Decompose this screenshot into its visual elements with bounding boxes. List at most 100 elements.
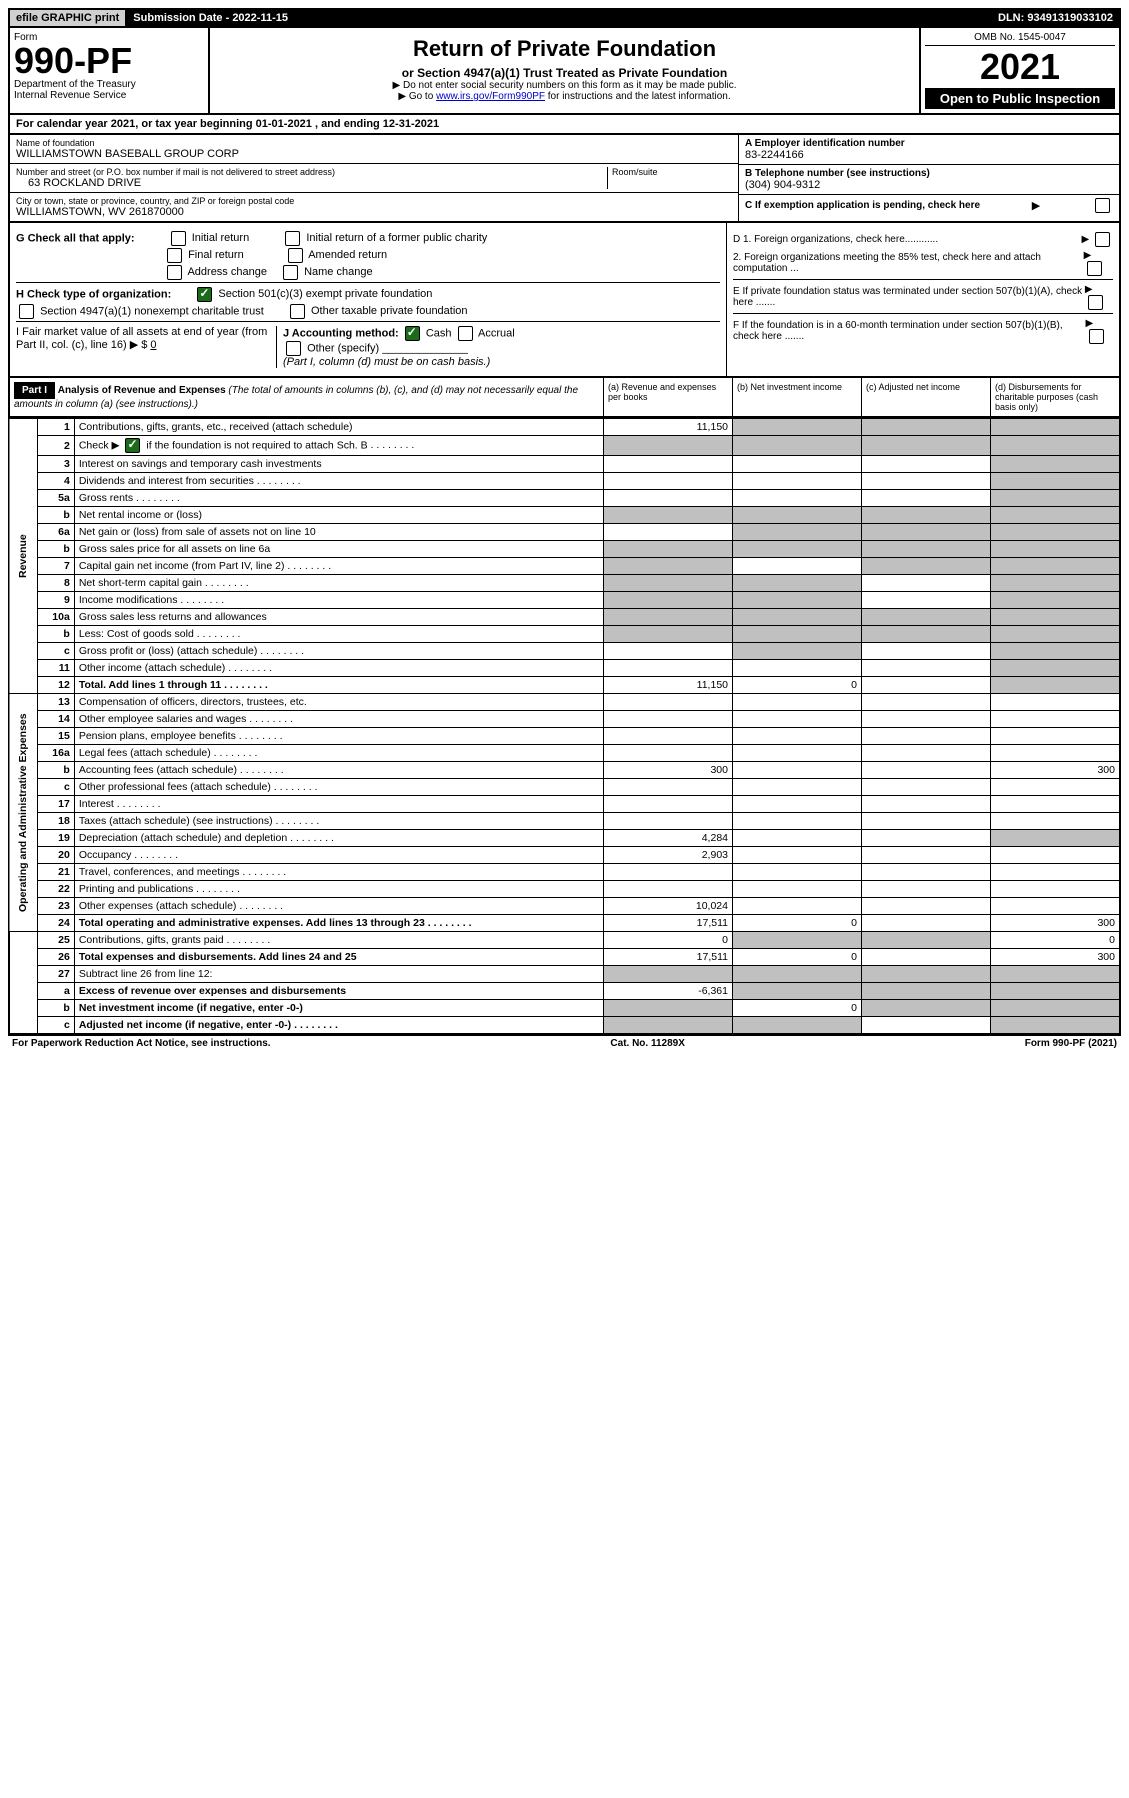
col-a-header: (a) Revenue and expenses per books — [603, 378, 732, 416]
form990pf-link[interactable]: www.irs.gov/Form990PF — [436, 91, 545, 102]
table-row: 19Depreciation (attach schedule) and dep… — [9, 830, 1120, 847]
ein-value: 83-2244166 — [745, 149, 1113, 161]
checkbox-d2[interactable] — [1087, 261, 1102, 276]
table-row: aExcess of revenue over expenses and dis… — [9, 983, 1120, 1000]
table-row: 16aLegal fees (attach schedule) — [9, 745, 1120, 762]
line-c: C If exemption application is pending, c… — [739, 195, 1119, 216]
checkbox-d1[interactable] — [1095, 232, 1110, 247]
table-row: 25Contributions, gifts, grants paid00 — [9, 932, 1120, 949]
table-row: 10aGross sales less returns and allowanc… — [9, 609, 1120, 626]
room-label: Room/suite — [612, 167, 732, 177]
table-row: 21Travel, conferences, and meetings — [9, 864, 1120, 881]
checkbox-address-change[interactable] — [167, 265, 182, 280]
line-f: F If the foundation is in a 60-month ter… — [733, 313, 1113, 344]
table-row: 22Printing and publications — [9, 881, 1120, 898]
table-row: bNet investment income (if negative, ent… — [9, 1000, 1120, 1017]
table-row: Operating and Administrative Expenses 13… — [9, 694, 1120, 711]
footer-catno: Cat. No. 11289X — [610, 1038, 684, 1049]
table-row: 7Capital gain net income (from Part IV, … — [9, 558, 1120, 575]
part1-header-row: Part I Analysis of Revenue and Expenses … — [8, 378, 1121, 418]
form-header: Form 990-PF Department of the Treasury I… — [8, 28, 1121, 115]
part1-table: Revenue 1 Contributions, gifts, grants, … — [8, 418, 1121, 1035]
form-title: Return of Private Foundation — [214, 36, 915, 62]
checkbox-amended-return[interactable] — [288, 248, 303, 263]
omb-no: OMB No. 1545-0047 — [925, 32, 1115, 46]
table-row: 24Total operating and administrative exp… — [9, 915, 1120, 932]
table-row: 20Occupancy2,903 — [9, 847, 1120, 864]
line-e: E If private foundation status was termi… — [733, 279, 1113, 310]
table-row: bNet rental income or (loss) — [9, 507, 1120, 524]
part1-tag: Part I — [14, 382, 55, 399]
checkbox-f[interactable] — [1089, 329, 1104, 344]
street-row: Number and street (or P.O. box number if… — [10, 164, 738, 193]
dln: DLN: 93491319033102 — [992, 10, 1119, 26]
ein-cell: A Employer identification number 83-2244… — [739, 135, 1119, 165]
checkbox-other-taxable[interactable] — [290, 304, 305, 319]
table-row: 12Total. Add lines 1 through 1111,1500 — [9, 677, 1120, 694]
checkbox-name-change[interactable] — [283, 265, 298, 280]
city-cell: City or town, state or province, country… — [10, 193, 738, 221]
phone-value: (304) 904-9312 — [745, 179, 1113, 191]
part1-title: Analysis of Revenue and Expenses — [58, 385, 226, 396]
table-row: bAccounting fees (attach schedule)300300 — [9, 762, 1120, 779]
table-row: 17Interest — [9, 796, 1120, 813]
top-bar: efile GRAPHIC print Submission Date - 20… — [8, 8, 1121, 28]
table-row: cGross profit or (loss) (attach schedule… — [9, 643, 1120, 660]
foundation-name-cell: Name of foundation WILLIAMSTOWN BASEBALL… — [10, 135, 738, 164]
table-row: 27Subtract line 26 from line 12: — [9, 966, 1120, 983]
header-left: Form 990-PF Department of the Treasury I… — [10, 28, 210, 113]
col-c-header: (c) Adjusted net income — [861, 378, 990, 416]
line-i: I Fair market value of all assets at end… — [16, 326, 276, 368]
foundation-name: WILLIAMSTOWN BASEBALL GROUP CORP — [16, 148, 732, 160]
table-row: Revenue 1 Contributions, gifts, grants, … — [9, 419, 1120, 436]
header-right: OMB No. 1545-0047 2021 Open to Public In… — [919, 28, 1119, 113]
table-row: 11Other income (attach schedule) — [9, 660, 1120, 677]
footer-formno: Form 990-PF (2021) — [1025, 1038, 1117, 1049]
line-j: J Accounting method: Cash Accrual Other … — [276, 326, 720, 368]
city-value: WILLIAMSTOWN, WV 261870000 — [16, 206, 732, 218]
table-row: cAdjusted net income (if negative, enter… — [9, 1017, 1120, 1035]
line-d1: D 1. Foreign organizations, check here..… — [733, 232, 1113, 247]
checkbox-e[interactable] — [1088, 295, 1103, 310]
checkbox-initial-former[interactable] — [285, 231, 300, 246]
street-address: 63 ROCKLAND DRIVE — [16, 177, 607, 189]
table-row: bGross sales price for all assets on lin… — [9, 541, 1120, 558]
checks-block: G Check all that apply: Initial return I… — [8, 223, 1121, 378]
checkbox-cash[interactable] — [405, 326, 420, 341]
header-center: Return of Private Foundation or Section … — [210, 28, 919, 113]
line-d2: 2. Foreign organizations meeting the 85%… — [733, 250, 1113, 276]
checkbox-accrual[interactable] — [458, 326, 473, 341]
dept-label: Department of the Treasury — [14, 79, 204, 90]
table-row: 26Total expenses and disbursements. Add … — [9, 949, 1120, 966]
instr-1: ▶ Do not enter social security numbers o… — [214, 80, 915, 91]
efile-label[interactable]: efile GRAPHIC print — [10, 10, 125, 26]
table-row: 4Dividends and interest from securities — [9, 473, 1120, 490]
table-row: 15Pension plans, employee benefits — [9, 728, 1120, 745]
submission-date: Submission Date - 2022-11-15 — [127, 10, 294, 26]
checkbox-initial-return[interactable] — [171, 231, 186, 246]
open-public-badge: Open to Public Inspection — [925, 88, 1115, 109]
checkbox-501c3[interactable] — [197, 287, 212, 302]
table-row: 8Net short-term capital gain — [9, 575, 1120, 592]
table-row: 18Taxes (attach schedule) (see instructi… — [9, 813, 1120, 830]
table-row: 2 Check ▶ if the foundation is not requi… — [9, 436, 1120, 456]
checkbox-sch-b[interactable] — [125, 438, 140, 453]
table-row: 9Income modifications — [9, 592, 1120, 609]
checkbox-final-return[interactable] — [167, 248, 182, 263]
checkbox-other-method[interactable] — [286, 341, 301, 356]
footer-left: For Paperwork Reduction Act Notice, see … — [12, 1038, 271, 1049]
table-row: 23Other expenses (attach schedule)10,024 — [9, 898, 1120, 915]
instr-2: ▶ Go to www.irs.gov/Form990PF for instru… — [214, 91, 915, 102]
table-row: bLess: Cost of goods sold — [9, 626, 1120, 643]
address-block: Name of foundation WILLIAMSTOWN BASEBALL… — [8, 135, 1121, 223]
line-g: G Check all that apply: Initial return I… — [16, 231, 720, 246]
table-row: 3Interest on savings and temporary cash … — [9, 456, 1120, 473]
fmv-value: 0 — [150, 339, 156, 351]
table-row: cOther professional fees (attach schedul… — [9, 779, 1120, 796]
checkbox-c[interactable] — [1095, 198, 1110, 213]
phone-cell: B Telephone number (see instructions) (3… — [739, 165, 1119, 195]
table-row: 14Other employee salaries and wages — [9, 711, 1120, 728]
checkbox-4947[interactable] — [19, 304, 34, 319]
footer: For Paperwork Reduction Act Notice, see … — [8, 1035, 1121, 1051]
irs-label: Internal Revenue Service — [14, 90, 204, 101]
